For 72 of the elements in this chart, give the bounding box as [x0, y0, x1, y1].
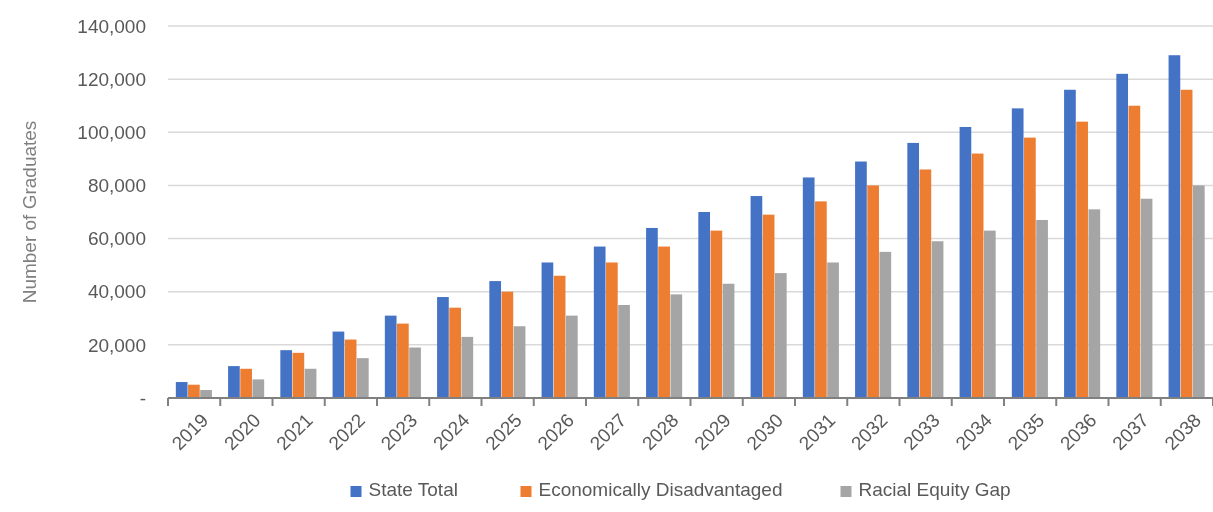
bar — [1180, 89, 1193, 398]
bar — [304, 368, 317, 398]
bar — [710, 230, 723, 398]
bar — [1064, 89, 1076, 398]
bar — [593, 246, 606, 398]
bar — [344, 339, 357, 398]
y-tick-label: 140,000 — [77, 15, 146, 37]
bar — [252, 379, 265, 398]
bar — [397, 323, 409, 398]
y-tick-label: 120,000 — [77, 68, 146, 90]
bar — [670, 294, 683, 398]
bar — [449, 307, 461, 398]
bar — [1168, 55, 1181, 398]
y-tick-label: 100,000 — [77, 121, 146, 143]
bar — [1036, 219, 1048, 398]
legend-label: Racial Equity Gap — [858, 479, 1011, 500]
bar — [489, 281, 502, 398]
bar — [774, 273, 787, 398]
y-axis-title: Number of Graduates — [19, 120, 40, 304]
bar — [867, 185, 879, 398]
bar — [646, 227, 658, 398]
bar — [188, 384, 200, 398]
bar — [1192, 185, 1205, 398]
y-tick-label: 80,000 — [87, 175, 146, 197]
bar — [565, 315, 578, 398]
bar — [618, 305, 630, 398]
bar — [228, 366, 240, 398]
y-tick-label: 40,000 — [87, 281, 146, 303]
bar — [1088, 209, 1101, 398]
bar — [1140, 198, 1153, 398]
bar — [292, 352, 305, 398]
bar — [553, 275, 566, 398]
bar — [332, 331, 345, 398]
legend-label: State Total — [368, 479, 458, 500]
bar — [879, 251, 892, 398]
bar — [1128, 105, 1141, 398]
bar — [983, 230, 996, 398]
y-tick-label: 60,000 — [87, 228, 146, 250]
bar — [240, 368, 252, 398]
y-tick-label: - — [139, 387, 146, 409]
bar — [384, 315, 397, 398]
bar — [919, 169, 932, 398]
bar — [855, 161, 867, 398]
bar — [722, 283, 735, 398]
bar — [698, 212, 711, 398]
bar — [356, 358, 369, 398]
bar — [1116, 73, 1129, 398]
bar — [658, 246, 670, 398]
bar — [175, 382, 188, 398]
bar — [200, 390, 212, 398]
bar — [762, 214, 775, 398]
bar — [931, 241, 944, 398]
bar — [750, 196, 763, 398]
bar — [907, 142, 920, 398]
bar — [802, 177, 815, 398]
bar — [1011, 108, 1024, 398]
bar — [815, 201, 827, 398]
bar — [971, 153, 984, 398]
bar — [606, 262, 618, 398]
y-tick-label: 20,000 — [87, 334, 146, 356]
bar — [541, 262, 554, 398]
bar — [461, 336, 474, 398]
bar — [409, 347, 421, 398]
bar — [827, 262, 839, 398]
bar — [501, 291, 514, 398]
bar — [437, 297, 449, 398]
bar — [280, 350, 293, 398]
bar — [513, 326, 526, 398]
legend-label: Economically Disadvantaged — [538, 479, 783, 500]
bar — [959, 126, 972, 398]
bar — [1076, 121, 1088, 398]
bar — [1024, 137, 1036, 398]
